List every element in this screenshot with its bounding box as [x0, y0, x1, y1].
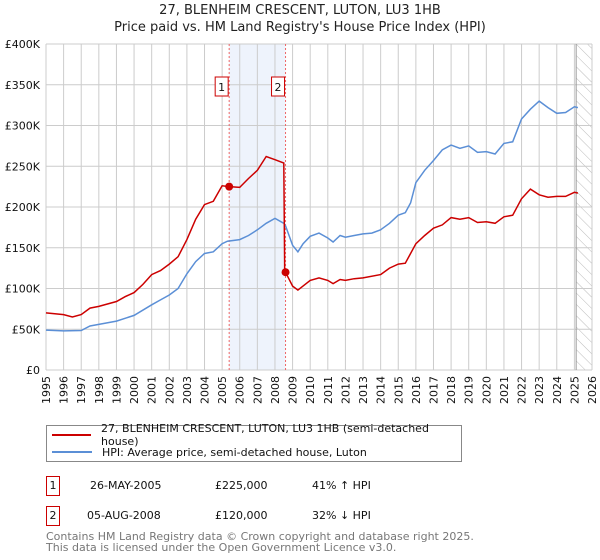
legend-swatch-blue	[52, 451, 92, 453]
x-tick-label: 1995	[40, 376, 53, 404]
property-price-line	[45, 155, 579, 318]
x-tick-label: 1999	[110, 376, 123, 404]
x-tick-label: 2005	[216, 376, 229, 404]
sale-hpi: 32% ↓ HPI	[312, 509, 371, 522]
x-tick-label: 1996	[58, 376, 71, 404]
x-tick-label: 2014	[375, 376, 388, 404]
x-tick-label: 2004	[199, 376, 212, 404]
sale-point	[225, 182, 234, 191]
sale-date: 26-MAY-2005	[90, 479, 162, 492]
x-tick-label: 2012	[339, 376, 352, 404]
x-tick-label: 2009	[287, 376, 300, 404]
x-tick-label: 2013	[357, 376, 370, 404]
sale-label: 1	[218, 81, 225, 94]
x-tick-label: 2025	[568, 376, 581, 404]
x-tick-label: 2007	[251, 376, 264, 404]
x-tick-label: 2011	[322, 376, 335, 404]
legend-swatch-red	[52, 434, 92, 436]
plot-area: 1995 1996 1997 1998 1999 2000 2001 2002 2003 2004…	[5, 38, 599, 404]
y-tick-label: £300K	[5, 120, 41, 133]
chart-subtitle: Price paid vs. HM Land Registry's House …	[114, 20, 486, 35]
x-tick-label: 2022	[516, 376, 529, 404]
hpi-line	[45, 100, 579, 332]
y-tick-label: £250K	[5, 160, 41, 173]
x-tick-label: 2021	[498, 376, 511, 404]
x-tick-label: 2010	[304, 376, 317, 404]
x-tick-label: 2026	[586, 376, 599, 404]
sale-label: 2	[275, 81, 282, 94]
sale-price: £120,000	[215, 509, 268, 522]
x-tick-label: 2017	[427, 376, 440, 404]
x-tick-label: 2023	[533, 376, 546, 404]
x-tick-label: 2020	[480, 376, 493, 404]
y-tick-label: £400K	[5, 38, 41, 51]
y-tick-label: £0	[26, 364, 40, 377]
sale-label-box	[214, 76, 229, 97]
x-tick-label: 2001	[146, 376, 159, 404]
footer-line-1: Contains HM Land Registry data © Crown c…	[46, 530, 474, 543]
x-tick-label: 2008	[269, 376, 282, 404]
legend-item-property: 27, BLENHEIM CRESCENT, LUTON, LU3 1HB (s…	[47, 422, 461, 448]
sale-price: £225,000	[215, 479, 268, 492]
x-tick-label: 2019	[463, 376, 476, 404]
y-tick-label: £150K	[5, 242, 41, 255]
x-tick-label: 2006	[234, 376, 247, 404]
sale-date: 05-AUG-2008	[87, 509, 161, 522]
sale-hpi: 41% ↑ HPI	[312, 479, 371, 492]
legend: 27, BLENHEIM CRESCENT, LUTON, LU3 1HB (s…	[46, 422, 462, 462]
x-tick-label: 1997	[75, 376, 88, 404]
y-tick-label: £50K	[12, 323, 41, 336]
x-tick-label: 2018	[445, 376, 458, 404]
x-tick-label: 2002	[163, 376, 176, 404]
y-tick-label: £350K	[5, 79, 41, 92]
y-tick-label: £200K	[5, 201, 41, 214]
sale-marker: 1	[46, 476, 60, 496]
x-tick-label: 2000	[128, 376, 141, 404]
x-tick-label: 2016	[410, 376, 423, 404]
legend-label: 27, BLENHEIM CRESCENT, LUTON, LU3 1HB (s…	[101, 422, 429, 448]
x-tick-label: 2024	[551, 376, 564, 404]
sale-point	[281, 268, 290, 277]
x-tick-label: 2015	[392, 376, 405, 404]
x-tick-label: 1998	[93, 376, 106, 404]
x-tick-label: 2003	[181, 376, 194, 404]
footer-line-2: This data is licensed under the Open Gov…	[46, 541, 397, 554]
legend-item-hpi: HPI: Average price, semi-detached house,…	[47, 444, 367, 460]
chart-title: 27, BLENHEIM CRESCENT, LUTON, LU3 1HB	[159, 3, 441, 18]
y-tick-label: £100K	[5, 283, 41, 296]
legend-label: HPI: Average price, semi-detached house,…	[102, 445, 367, 459]
sale-label-box	[271, 76, 286, 97]
sale-marker: 2	[46, 506, 60, 526]
